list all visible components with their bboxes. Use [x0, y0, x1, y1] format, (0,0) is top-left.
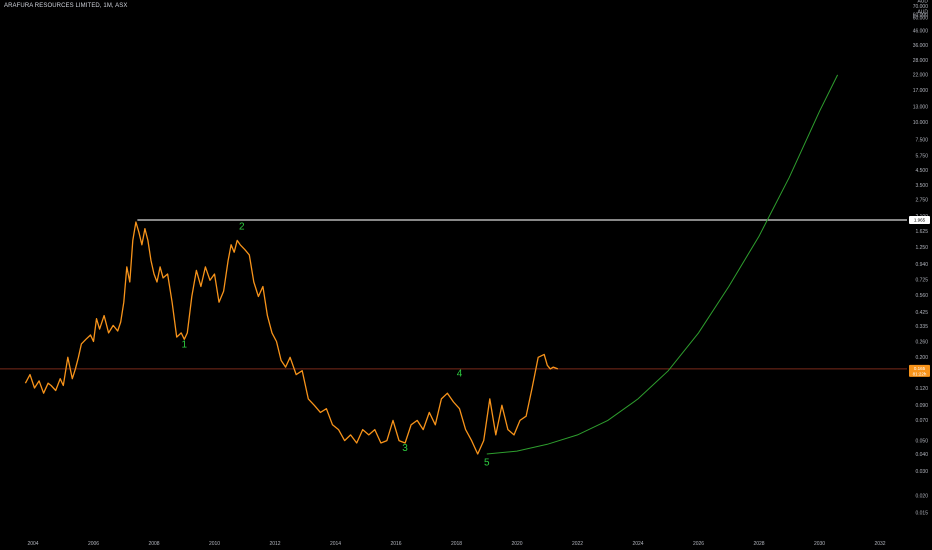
y-tick-label: 0.120: [915, 386, 928, 392]
y-tick-label: 0.425: [915, 310, 928, 316]
y-tick-label: 0.015: [915, 511, 928, 517]
x-tick-label: 2010: [209, 541, 220, 547]
y-tick-label: 4.500: [915, 168, 928, 174]
y-tick-label: 0.030: [915, 469, 928, 475]
y-tick-label: 0.940: [915, 262, 928, 268]
y-tick-label: 0.560: [915, 293, 928, 299]
y-tick-label: 1.250: [915, 245, 928, 251]
wave-label-2: 2: [239, 221, 245, 232]
y-tick-label: 17.000: [913, 88, 929, 94]
x-tick-label: 2024: [632, 541, 643, 547]
y-tick-label: 0.725: [915, 278, 928, 284]
y-tick-label: 0.040: [915, 452, 928, 458]
y-tick-label: 10.000: [913, 120, 929, 126]
x-tick-label: 2022: [572, 541, 583, 547]
x-tick-label: 2028: [753, 541, 764, 547]
wave-label-1: 1: [181, 340, 187, 351]
x-tick-label: 2026: [693, 541, 704, 547]
projection-curve[interactable]: [486, 74, 839, 455]
x-tick-label: 2012: [269, 541, 280, 547]
x-axis: 2004 2006 2008 2010 2012 2014 2016 2018 2020 2022…: [27, 541, 885, 547]
y-tick-label: 1.625: [915, 229, 928, 235]
wave-labels: 1 2 3 4 5: [181, 221, 490, 468]
y-tick-label: 7.500: [915, 137, 928, 143]
y-tick-label: 13.000: [913, 104, 929, 110]
wave-label-3: 3: [402, 443, 408, 454]
y-tick-label: 0.050: [915, 438, 928, 444]
x-tick-label: 2008: [148, 541, 159, 547]
y-tick-label: 22.000: [913, 73, 929, 79]
countdown-badge-text: 81:22h: [913, 371, 927, 376]
wave-label-5: 5: [484, 458, 490, 469]
y-tick-label: 60.000: [913, 12, 929, 18]
y-tick-label: 0.070: [915, 418, 928, 424]
x-tick-label: 2014: [330, 541, 341, 547]
x-tick-label: 2032: [874, 541, 885, 547]
y-axis: 0.015 0.020 0.030 0.040 0.050 0.070 0.090 0.120…: [913, 0, 929, 517]
resistance-badge-text: 1.965: [914, 218, 926, 223]
x-tick-label: 2030: [814, 541, 825, 547]
price-series-line[interactable]: [24, 221, 559, 455]
x-tick-label: 2018: [451, 541, 462, 547]
y-tick-label: 46.000: [913, 28, 929, 34]
chart-title: ARAFURA RESOURCES LIMITED, 1M, ASX: [4, 3, 128, 9]
y-tick-label: 0.335: [915, 324, 928, 330]
y-tick-label: 28.000: [913, 58, 929, 64]
axis-unit-label: 60.000: [913, 15, 929, 21]
x-tick-label: 2004: [27, 541, 38, 547]
y-tick-label: 0.090: [915, 403, 928, 409]
y-tick-label: 3.500: [915, 183, 928, 189]
axis-unit-label: AUD: [917, 0, 928, 5]
axis-unit-label: AUD: [917, 10, 928, 16]
wave-label-4: 4: [457, 369, 463, 380]
x-tick-label: 2016: [390, 541, 401, 547]
y-tick-label: 0.020: [915, 493, 928, 499]
y-tick-label: 0.200: [915, 355, 928, 361]
current-price-badge: [909, 364, 930, 377]
y-tick-label: 36.000: [913, 43, 929, 49]
current-price-badge-text: 0.165: [914, 366, 926, 371]
x-tick-label: 2006: [88, 541, 99, 547]
y-tick-label: 5.750: [915, 153, 928, 159]
axis-unit-label: 70.000: [913, 4, 929, 10]
y-tick-label: 2.750: [915, 198, 928, 204]
plot-lines: [0, 74, 907, 455]
y-tick-label: 0.260: [915, 339, 928, 345]
x-tick-label: 2020: [511, 541, 522, 547]
resistance-badge: [909, 216, 930, 224]
